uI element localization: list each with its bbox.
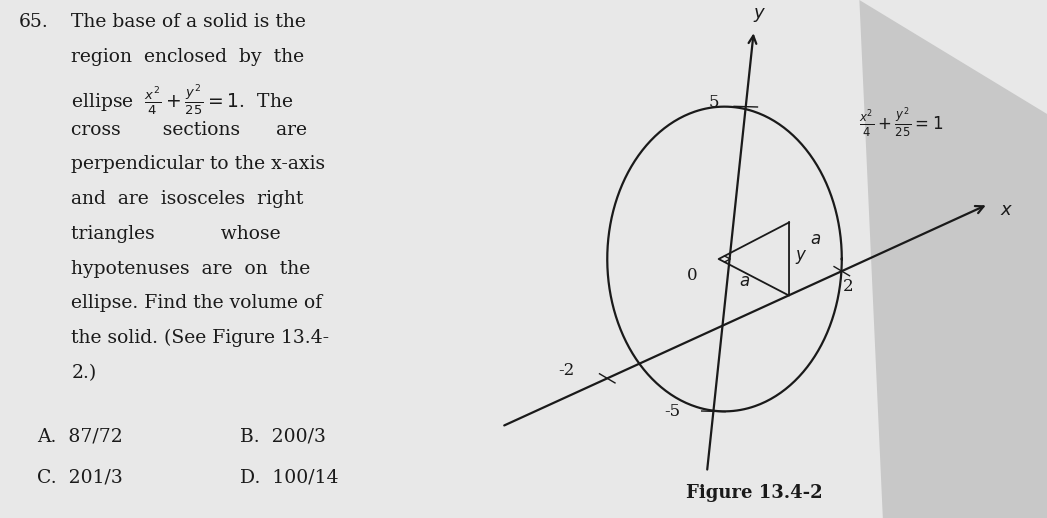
- Text: the solid. (See Figure 13.4-: the solid. (See Figure 13.4-: [71, 329, 330, 347]
- Text: $y$: $y$: [753, 6, 766, 24]
- Text: Figure 13.4-2: Figure 13.4-2: [686, 484, 822, 502]
- Text: $a$: $a$: [810, 231, 821, 248]
- Text: 2.): 2.): [71, 364, 96, 382]
- Text: 2: 2: [843, 278, 853, 295]
- Text: $x$: $x$: [1000, 202, 1013, 219]
- Text: cross       sections      are: cross sections are: [71, 121, 308, 139]
- Text: and  are  isosceles  right: and are isosceles right: [71, 190, 304, 208]
- Text: 65.: 65.: [19, 13, 48, 31]
- Text: triangles           whose: triangles whose: [71, 225, 281, 243]
- Text: -2: -2: [558, 362, 575, 379]
- Text: The base of a solid is the: The base of a solid is the: [71, 13, 307, 31]
- Text: B.  200/3: B. 200/3: [240, 427, 326, 445]
- Text: D.  100/14: D. 100/14: [240, 469, 338, 487]
- Polygon shape: [860, 0, 1047, 518]
- Text: A.  87/72: A. 87/72: [37, 427, 122, 445]
- Text: ellipse  $\frac{x^2}{4}+\frac{y^2}{25}=1$.  The: ellipse $\frac{x^2}{4}+\frac{y^2}{25}=1$…: [71, 82, 293, 118]
- Text: -5: -5: [664, 403, 681, 420]
- Text: perpendicular to the x-axis: perpendicular to the x-axis: [71, 155, 326, 174]
- Text: $a$: $a$: [739, 274, 751, 291]
- Text: $\frac{x^2}{4}+\frac{y^2}{25}=1$: $\frac{x^2}{4}+\frac{y^2}{25}=1$: [860, 105, 943, 139]
- Text: C.  201/3: C. 201/3: [37, 469, 122, 487]
- Text: 0: 0: [687, 267, 697, 284]
- Text: hypotenuses  are  on  the: hypotenuses are on the: [71, 260, 311, 278]
- Text: region  enclosed  by  the: region enclosed by the: [71, 48, 305, 66]
- Text: ellipse. Find the volume of: ellipse. Find the volume of: [71, 294, 322, 312]
- Text: $y$: $y$: [795, 249, 807, 266]
- Text: 5: 5: [708, 94, 718, 110]
